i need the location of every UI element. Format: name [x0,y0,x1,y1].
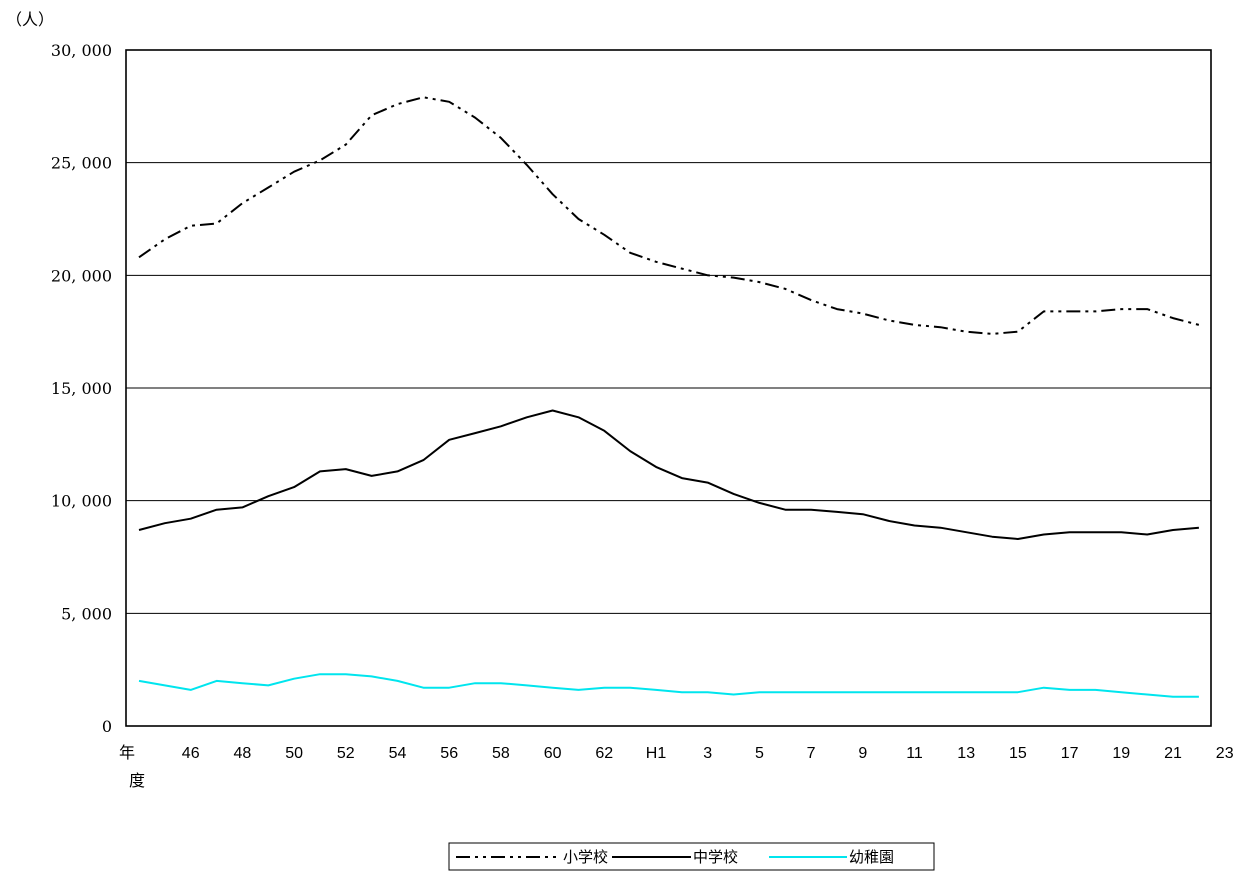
y-tick-label-0: 0 [102,717,112,736]
y-tick-label-3: 15, 000 [51,379,112,398]
legend: 小学校 中学校 幼稚園 [448,842,935,871]
x-tick-label-10: 3 [703,745,712,762]
y-tick-label-1: 5, 000 [61,604,112,623]
x-tick-label-11: 5 [755,745,764,762]
x-axis-label-2: 度 [129,772,145,790]
x-tick-label-18: 19 [1112,745,1130,762]
gridlines [126,162,1211,614]
y-tick-label-4: 20, 000 [51,266,112,285]
legend-label-kindergarten: 幼稚園 [849,848,894,866]
y-tick-label-6: 30, 000 [51,41,112,60]
series-line-1 [138,409,1199,540]
x-tick-label-19: 21 [1164,745,1182,762]
x-tick-label-3: 52 [337,745,355,762]
y-axis-ticks: 0 5, 000 10, 000 15, 000 20, 000 25, 000 30, 0… [51,41,112,736]
x-tick-label-17: 17 [1061,745,1079,762]
x-tick-label-13: 9 [858,745,867,762]
x-tick-label-9: H1 [646,745,667,762]
x-tick-label-12: 7 [807,745,816,762]
x-tick-label-2: 50 [285,745,303,762]
x-tick-label-5: 56 [440,745,458,762]
x-tick-label-8: 62 [595,745,613,762]
y-unit-label: （人） [6,10,54,29]
y-tick-label-5: 25, 000 [51,154,112,173]
series-lines [138,96,1200,698]
x-tick-label-1: 48 [234,745,252,762]
x-axis-label-1: 年 [119,744,135,762]
x-tick-label-4: 54 [389,745,407,762]
x-axis-ticks: 46 48 50 52 54 56 58 60 62 H1 3 5 7 9 11 13 15 17 19 21 23 [182,745,1234,762]
y-tick-label-2: 10, 000 [51,492,112,511]
x-tick-label-6: 58 [492,745,510,762]
x-tick-label-7: 60 [544,745,562,762]
series-line-2 [138,673,1199,698]
plot-frame [125,49,1212,727]
x-tick-label-20: 23 [1216,745,1234,762]
x-tick-label-15: 13 [957,745,975,762]
x-tick-label-16: 15 [1009,745,1027,762]
series-line-0 [138,96,1200,335]
x-tick-label-14: 11 [906,745,923,762]
x-tick-label-0: 46 [182,745,200,762]
legend-label-elementary: 小学校 [563,848,608,866]
legend-label-junior-high: 中学校 [693,848,738,866]
